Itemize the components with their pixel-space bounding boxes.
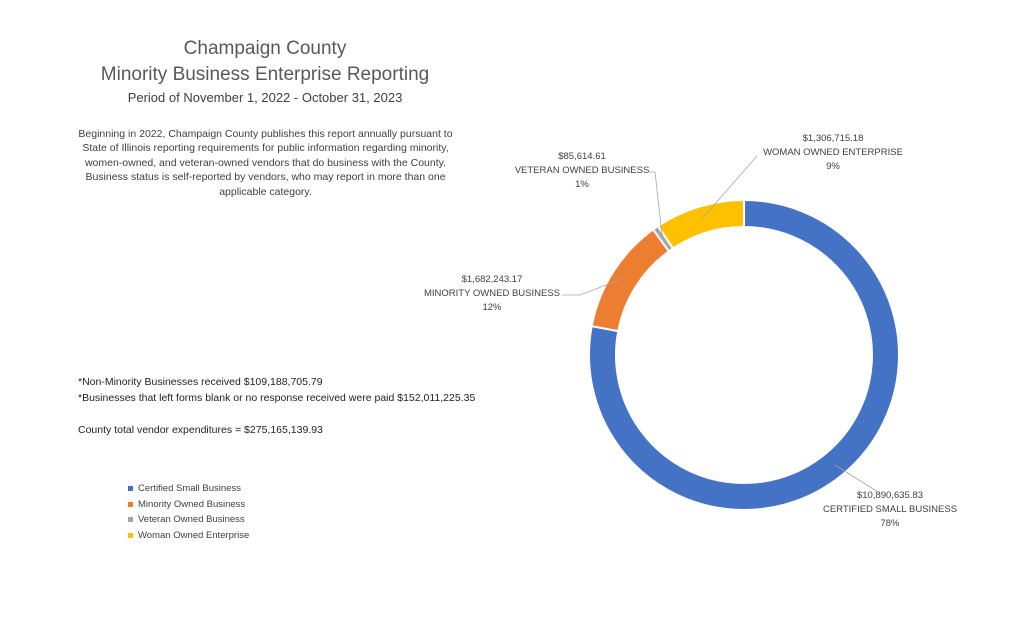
legend-item-certified-small-business: Certified Small Business <box>128 481 249 497</box>
donut-slice-minority-owned-business <box>590 228 671 333</box>
report-description: Beginning in 2022, Champaign County publ… <box>78 128 453 198</box>
note-non-minority: *Non-Minority Businesses received $109,1… <box>78 376 323 388</box>
data-label-value-label: $1,306,715.18 <box>803 133 864 144</box>
data-label-percent-label: 9% <box>826 161 840 172</box>
chart-title-line-1: Champaign County <box>183 38 347 59</box>
legend-item-veteran-owned-business: Veteran Owned Business <box>128 512 249 528</box>
data-label-percent-label: 12% <box>482 302 502 313</box>
legend-swatch <box>128 501 133 507</box>
data-label-label: WOMAN OWNED ENTERPRISE <box>763 147 903 158</box>
title-block: Champaign County Minority Business Enter… <box>60 36 470 105</box>
chart-legend: Certified Small Business Minority Owned … <box>128 481 249 543</box>
donut-slice-certified-small-business <box>588 198 900 511</box>
data-label-value-label: $85,614.61 <box>558 151 606 162</box>
legend-item-minority-owned-business: Minority Owned Business <box>128 497 249 513</box>
leader-lines <box>562 155 879 493</box>
legend-swatch <box>128 517 133 523</box>
chart-title-line-2: Minority Business Enterprise Reporting <box>100 64 430 85</box>
data-label-label: VETERAN OWNED BUSINESS <box>515 165 650 176</box>
legend-label: Minority Owned Business <box>138 498 246 510</box>
legend-label: Woman Owned Enterprise <box>138 529 250 541</box>
donut-slices <box>588 198 900 511</box>
slice-labels: $10,890,635.83 CERTIFIED SMALL BUSINESS 78… <box>424 133 957 529</box>
leader-line <box>649 171 663 238</box>
leader-line <box>834 464 879 493</box>
data-label-label: MINORITY OWNED BUSINESS <box>424 288 560 299</box>
legend-label: Veteran Owned Business <box>138 514 245 525</box>
data-label-value-label: $1,682,243.17 <box>462 274 523 285</box>
data-label-percent-label: 1% <box>575 179 589 190</box>
donut-slice-woman-owned-enterprise <box>656 198 745 250</box>
leader-line <box>702 155 758 219</box>
data-label-percent-label: 78% <box>880 518 900 529</box>
legend-swatch <box>128 532 133 538</box>
leader-line <box>562 277 624 296</box>
notes-block: *Non-Minority Businesses received $109,1… <box>78 374 558 438</box>
data-label-value-label: $10,890,635.83 <box>857 490 923 501</box>
legend-swatch <box>128 486 133 492</box>
note-total-expenditures: County total vendor expenditures = $275,… <box>78 424 323 436</box>
note-blank-forms: *Businesses that left forms blank or no … <box>78 392 476 404</box>
legend-label: Certified Small Business <box>138 483 241 494</box>
data-label-label: CERTIFIED SMALL BUSINESS <box>823 504 957 515</box>
chart-subtitle: Period of November 1, 2022 - October 31,… <box>127 90 403 105</box>
legend-item-woman-owned-enterprise: Woman Owned Enterprise <box>128 528 249 544</box>
